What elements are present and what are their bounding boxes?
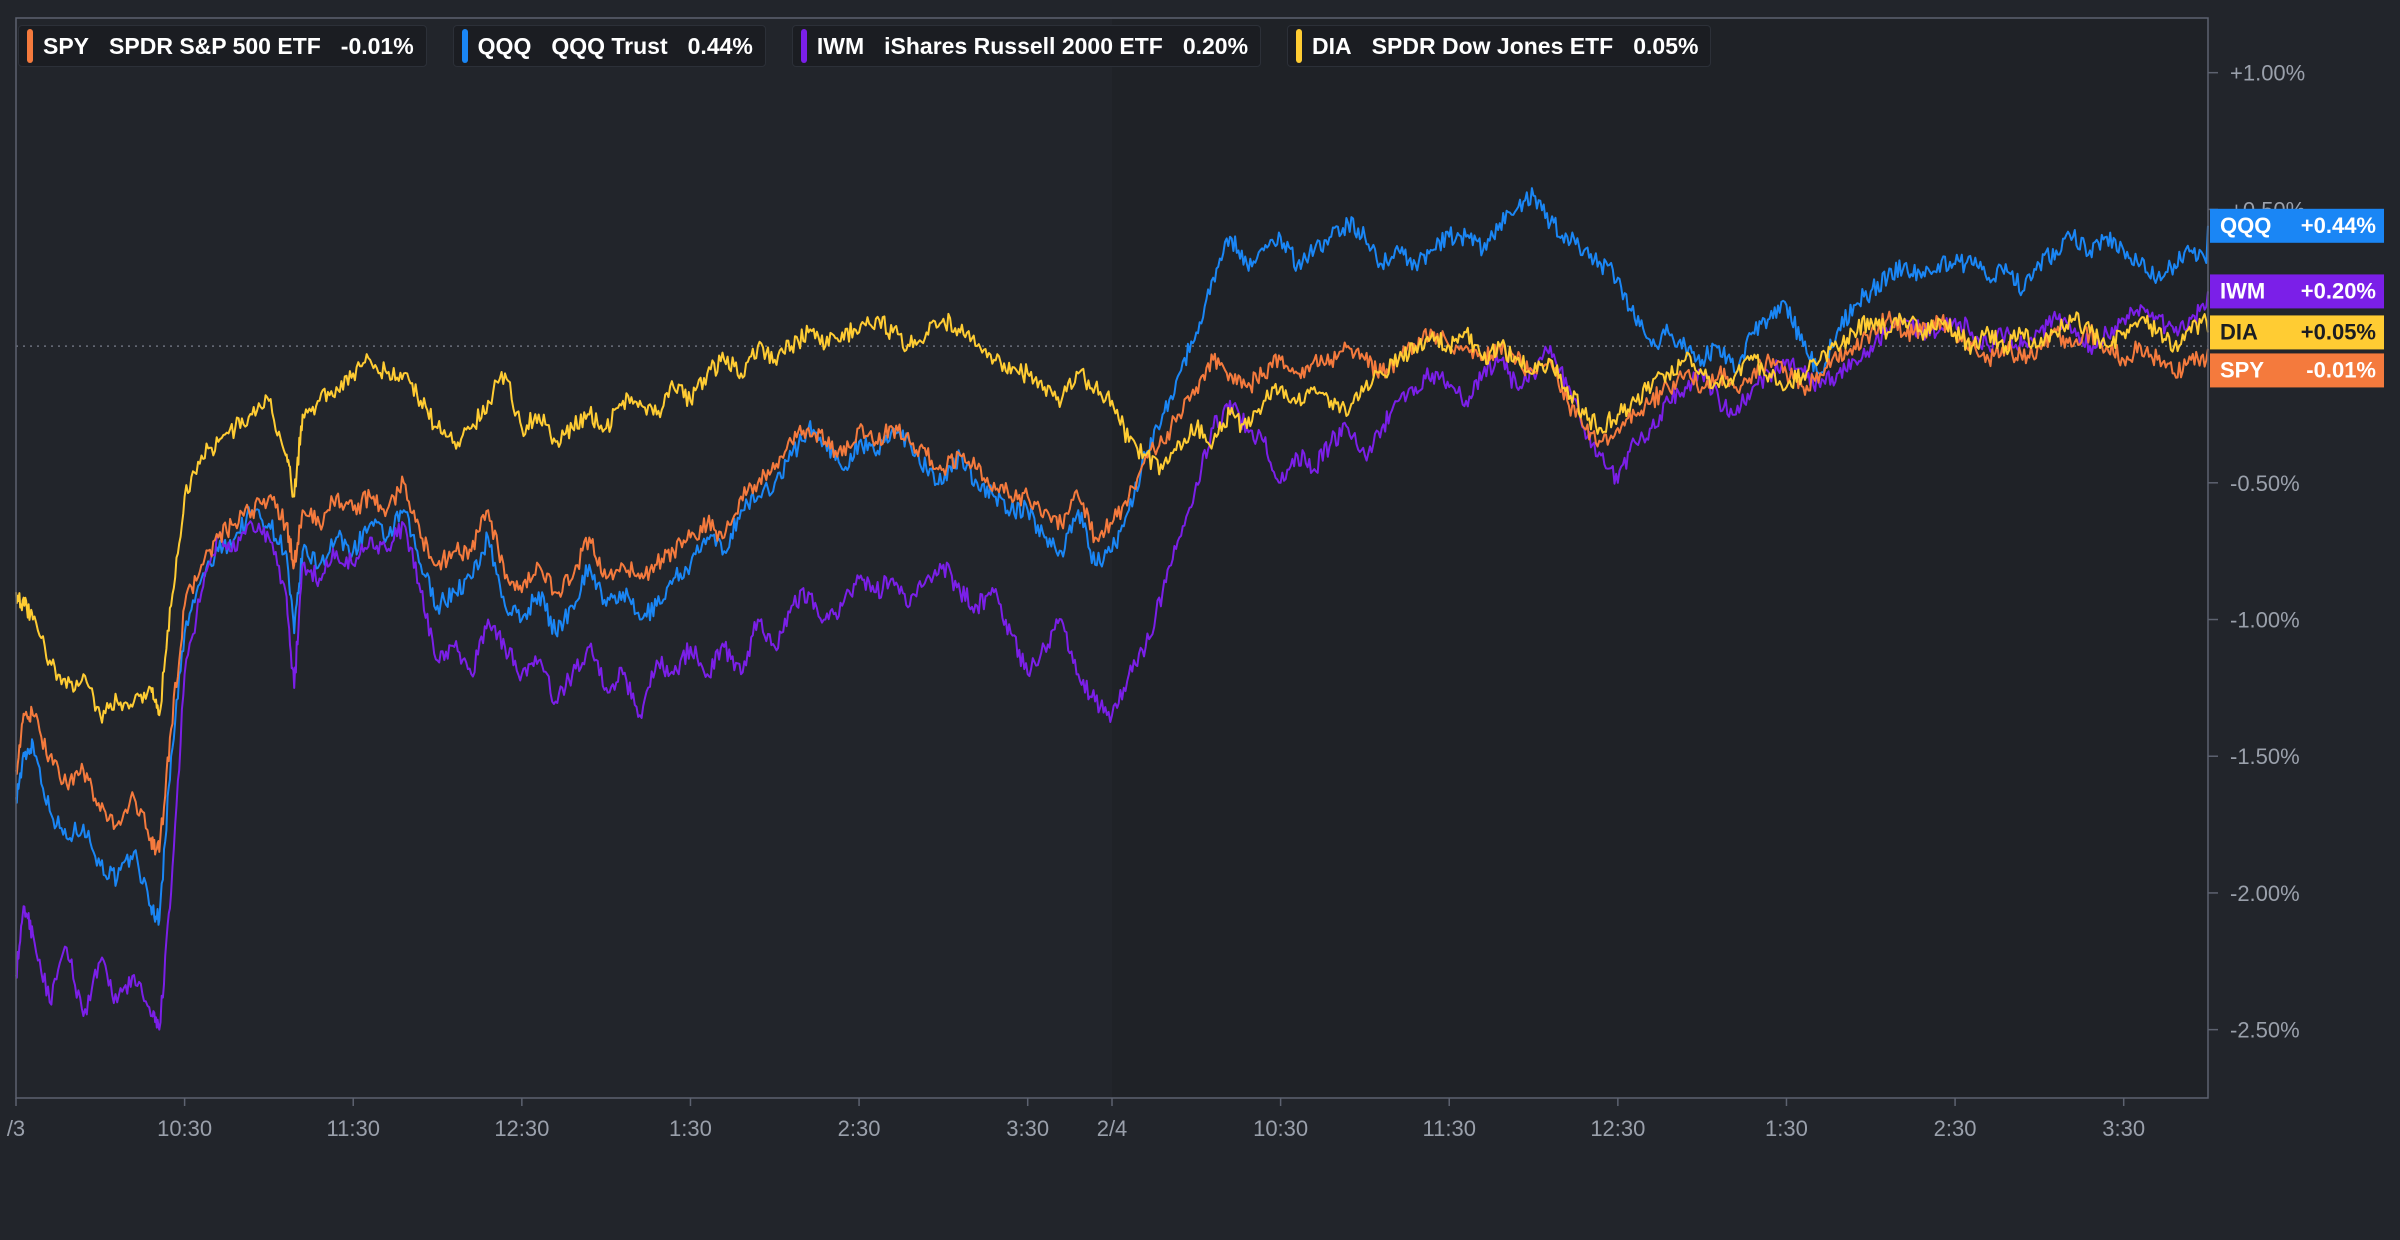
end-tag-symbol: SPY [2220, 357, 2264, 382]
legend-swatch-dia [1296, 29, 1303, 63]
session-shade [1112, 18, 2208, 1098]
end-tag-iwm: IWM +0.20% [2210, 274, 2384, 309]
end-tag-spy: SPY -0.01% [2210, 353, 2384, 388]
x-tick-label: 2/4 [1097, 1116, 1128, 1141]
x-tick-label: 3:30 [2102, 1116, 2145, 1141]
end-tag-bg [2210, 315, 2384, 350]
x-tick-label: 11:30 [1423, 1116, 1476, 1141]
legend-item-qqq[interactable]: QQQ QQQ Trust 0.44% [452, 25, 766, 67]
x-tick-label: 11:30 [327, 1116, 380, 1141]
x-tick-label: 2:30 [1934, 1116, 1977, 1141]
series-line-iwm[interactable] [15, 291, 2209, 1031]
end-tag-value: +0.20% [2301, 278, 2376, 303]
end-tags-group: QQQ +0.44% IWM +0.20% DIA +0.05% SPY -0.01% [2210, 208, 2384, 388]
legend-swatch-spy [27, 29, 33, 63]
legend-name: QQQ Trust [551, 32, 668, 59]
series-line-dia[interactable] [15, 311, 2209, 724]
x-tick-label: 3:30 [1006, 1116, 1049, 1141]
x-tick-label: 1:30 [669, 1116, 712, 1141]
legend-symbol: SPY [43, 32, 90, 59]
x-tick-label: 12:30 [494, 1116, 549, 1141]
legend-symbol: DIA [1312, 32, 1352, 59]
legend-value: -0.01% [340, 32, 414, 59]
legend-name: iShares Russell 2000 ETF [884, 32, 1163, 59]
x-axis: /3 10:30 11:30 12:30 1:30 2:30 3:30 2/4 10:30 11:… [7, 1098, 2145, 1141]
legend-symbol: QQQ [477, 32, 532, 59]
legend-value: 0.05% [1633, 32, 1699, 59]
end-tag-value: +0.44% [2301, 213, 2376, 238]
x-tick-label: 1:30 [1765, 1116, 1808, 1141]
end-tag-symbol: IWM [2220, 278, 2265, 303]
x-tick-label: 12:30 [1590, 1116, 1645, 1141]
legend-name: SPDR S&P 500 ETF [109, 32, 321, 59]
series-lines-group [15, 187, 2209, 1031]
end-tag-symbol: DIA [2220, 319, 2258, 344]
legend-name: SPDR Dow Jones ETF [1371, 32, 1614, 59]
end-tag-dia: DIA +0.05% [2210, 315, 2384, 350]
legend-value: 0.44% [687, 32, 753, 59]
y-tick-label: -2.50% [2230, 1018, 2300, 1043]
legend-value: 0.20% [1182, 32, 1249, 59]
y-tick-label: +1.00% [2230, 61, 2305, 86]
x-tick-label: 10:30 [157, 1116, 212, 1141]
y-tick-label: -1.50% [2230, 744, 2300, 769]
y-tick-label: -1.00% [2230, 608, 2300, 633]
end-tag-bg [2210, 274, 2384, 309]
x-tick-label: 2:30 [838, 1116, 881, 1141]
end-tag-value: -0.01% [2306, 357, 2376, 382]
end-tag-symbol: QQQ [2220, 213, 2271, 238]
legend-item-iwm[interactable]: IWM iShares Russell 2000 ETF 0.20% [791, 25, 1262, 67]
x-tick-label: 10:30 [1253, 1116, 1308, 1141]
legend-swatch-qqq [461, 29, 468, 63]
end-tag-bg [2210, 208, 2384, 243]
legend-swatch-iwm [800, 29, 807, 63]
end-tag-qqq: QQQ +0.44% [2210, 208, 2384, 243]
legend-item-spy[interactable]: SPY SPDR S&P 500 ETF -0.01% [18, 25, 427, 67]
legend-symbol: IWM [816, 32, 865, 59]
y-tick-label: -2.00% [2230, 881, 2300, 906]
y-tick-label: -0.50% [2230, 471, 2300, 496]
x-tick-label: /3 [7, 1116, 25, 1141]
series-line-spy[interactable] [15, 310, 2209, 856]
legend-item-dia[interactable]: DIA SPDR Dow Jones ETF 0.05% [1287, 25, 1712, 67]
end-tag-bg [2210, 353, 2384, 388]
legend: SPY SPDR S&P 500 ETF -0.01% QQQ QQQ Trus… [18, 25, 1712, 67]
y-axis: +1.00%+0.50%-0.50%-1.00%-1.50%-2.00%-2.5… [2208, 61, 2305, 1043]
end-tag-value: +0.05% [2301, 319, 2376, 344]
